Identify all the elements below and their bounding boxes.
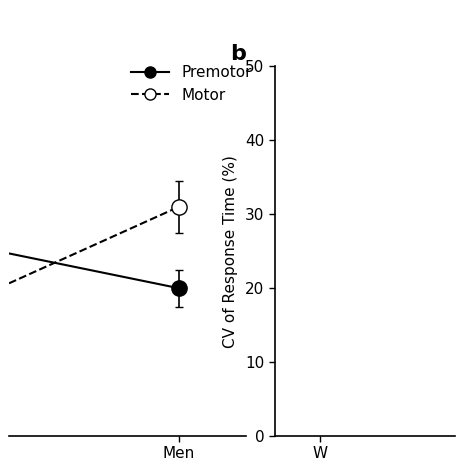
Y-axis label: CV of Response Time (%): CV of Response Time (%) (223, 155, 238, 347)
Legend: Premotor, Motor: Premotor, Motor (125, 59, 258, 109)
Text: b: b (230, 44, 246, 64)
